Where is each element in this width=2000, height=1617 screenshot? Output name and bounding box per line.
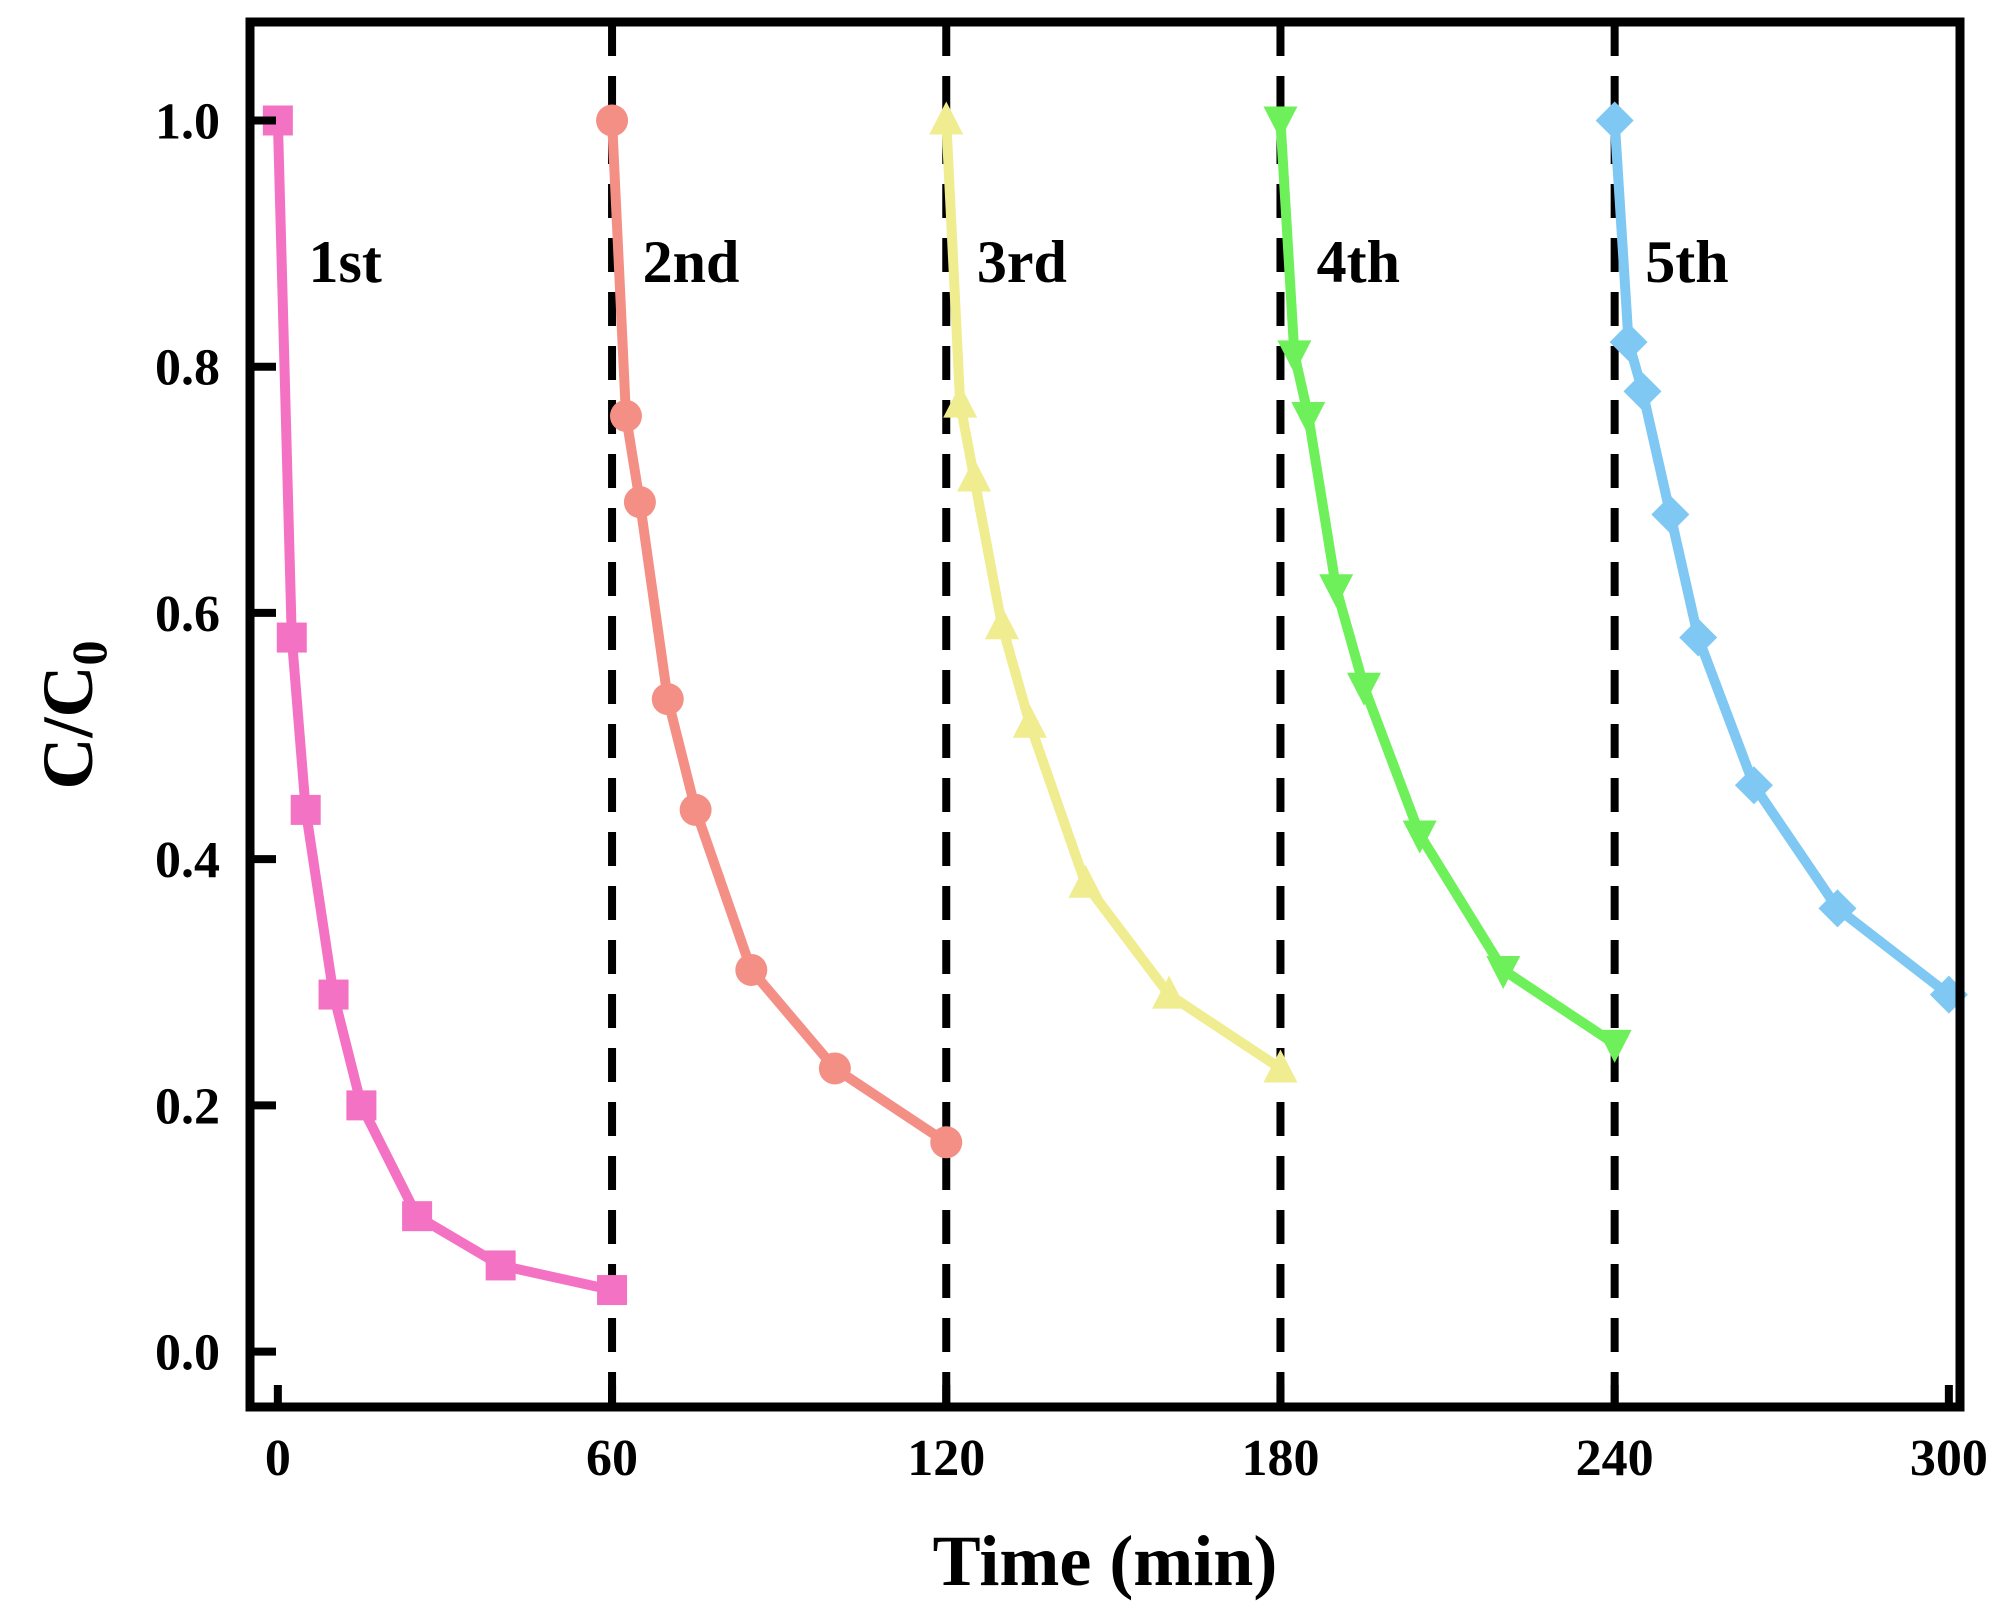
data-point: [943, 384, 978, 418]
data-point: [1319, 574, 1354, 608]
data-point: [1734, 766, 1773, 805]
data-point: [930, 1126, 963, 1159]
data-point: [609, 399, 642, 432]
x-axis-title: Time (min): [933, 1521, 1278, 1601]
data-point: [1597, 1029, 1632, 1063]
data-point: [1263, 106, 1298, 140]
plot-frame: [245, 17, 1965, 1412]
y-tick-label: 0.6: [155, 586, 220, 643]
data-point: [1012, 704, 1047, 738]
data-point: [1609, 323, 1648, 362]
data-point: [1651, 495, 1690, 534]
cycle-label-3: 3rd: [977, 229, 1067, 295]
data-point: [597, 1275, 628, 1306]
data-point: [1263, 1049, 1298, 1083]
data-point: [1402, 820, 1437, 854]
data-point: [596, 104, 629, 137]
data-point: [1818, 889, 1857, 928]
data-point: [929, 101, 964, 135]
cycle-dividers: [608, 22, 1619, 1407]
data-point: [290, 794, 321, 825]
series-2: [596, 104, 963, 1159]
series-layer: [262, 101, 1968, 1306]
series-4: [1263, 106, 1632, 1063]
data-point: [1277, 340, 1312, 374]
cycle-label-5: 5th: [1645, 229, 1728, 295]
cycle-annotations: 1st 2nd 3rd 4th 5th: [308, 229, 1728, 295]
x-tick-label: 120: [907, 1430, 985, 1487]
data-point: [984, 606, 1019, 640]
y-tick-label: 0.4: [155, 832, 220, 889]
x-tick-label: 240: [1576, 1430, 1654, 1487]
data-point: [957, 458, 992, 492]
data-point: [1068, 864, 1103, 898]
y-axis-title: C/C0: [28, 641, 117, 790]
data-point: [623, 486, 656, 519]
x-tick-label: 60: [586, 1430, 638, 1487]
y-tick-label: 0.0: [155, 1325, 220, 1382]
x-tick-label: 0: [265, 1430, 291, 1487]
data-point: [402, 1201, 433, 1232]
cycle-label-4: 4th: [1317, 229, 1400, 295]
x-axis: 0 60 120 180 240 300: [265, 1385, 1988, 1487]
cycle-label-1: 1st: [308, 229, 381, 295]
data-point: [1486, 955, 1521, 989]
y-tick-label: 0.2: [155, 1078, 220, 1135]
data-point: [318, 979, 349, 1010]
data-point: [1347, 672, 1382, 706]
data-point: [485, 1250, 516, 1281]
y-tick-label: 0.8: [155, 340, 220, 397]
series-3: [929, 101, 1298, 1083]
y-axis-title-subscript: 0: [61, 641, 117, 666]
y-axis-title-main: C/C: [28, 666, 108, 790]
data-point: [1679, 618, 1718, 657]
data-point: [276, 622, 307, 653]
x-tick-label: 300: [1910, 1430, 1988, 1487]
data-point: [1623, 372, 1662, 411]
series-5: [1595, 101, 1968, 1014]
y-tick-label: 1.0: [155, 93, 220, 150]
data-point: [679, 793, 712, 826]
data-point: [818, 1052, 851, 1085]
cycle-label-2: 2nd: [643, 229, 740, 295]
data-point: [735, 953, 768, 986]
data-point: [1291, 401, 1326, 435]
x-tick-label: 180: [1241, 1430, 1319, 1487]
data-point: [1595, 101, 1634, 140]
data-point: [1152, 975, 1187, 1009]
y-axis: 0.0 0.2 0.4 0.6 0.8 1.0: [155, 93, 276, 1382]
series-1: [262, 105, 628, 1306]
data-point: [651, 683, 684, 716]
data-point: [346, 1090, 377, 1121]
